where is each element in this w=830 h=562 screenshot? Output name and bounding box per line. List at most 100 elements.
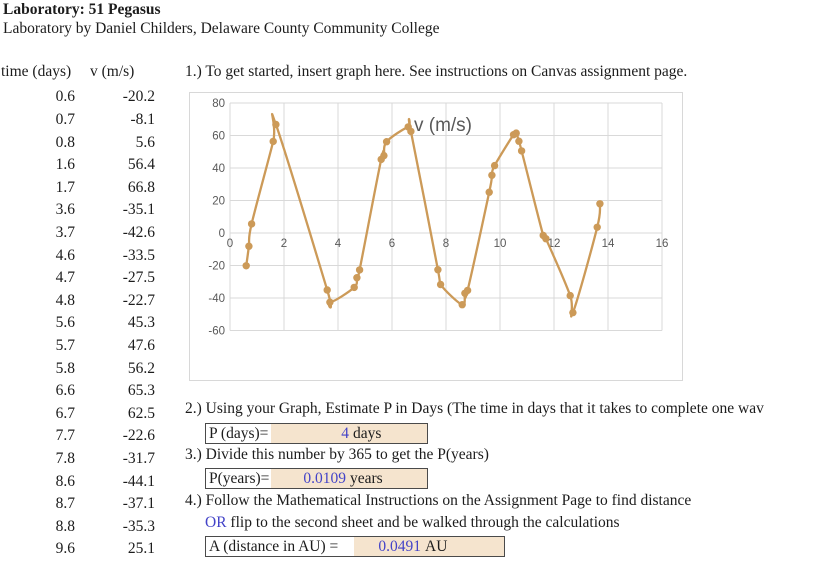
p-days-value: 4 bbox=[341, 424, 349, 442]
chart-data-marker bbox=[269, 137, 277, 146]
p-years-input-area[interactable]: 0.0109 years bbox=[271, 469, 427, 488]
time-cell: 4.8 bbox=[55, 291, 75, 309]
velocity-cell: -8.1 bbox=[130, 110, 155, 128]
p-days-answer-cell[interactable]: P (days)= 4 days bbox=[205, 423, 428, 444]
chart-data-marker bbox=[242, 262, 250, 270]
time-cell: 0.6 bbox=[55, 88, 75, 106]
distance-unit: AU bbox=[425, 537, 448, 555]
chart-data-marker bbox=[272, 120, 280, 129]
velocity-cell: -31.7 bbox=[122, 450, 155, 468]
time-cell: 3.7 bbox=[55, 223, 75, 241]
velocity-cell: -20.2 bbox=[122, 88, 155, 106]
column-header-time: time (days) bbox=[1, 63, 72, 80]
question-2-text: 2.) Using your Graph, Estimate P in Days… bbox=[185, 400, 764, 417]
table-row: 1.6 56.4 bbox=[0, 154, 155, 177]
distance-input-area[interactable]: 0.0491 AU bbox=[354, 537, 504, 556]
time-cell: 5.8 bbox=[55, 359, 75, 377]
velocity-cell: -42.6 bbox=[122, 223, 155, 241]
chart-data-marker bbox=[434, 266, 442, 274]
velocity-cell: 45.3 bbox=[127, 314, 155, 332]
chart-data-marker bbox=[407, 127, 415, 136]
data-table: 0.6 -20.2 0.7 -8.1 0.8 5.6 1.6 56.4 1.7 66.8 3.6 -3… bbox=[0, 86, 155, 561]
velocity-cell: -35.1 bbox=[122, 201, 155, 219]
velocity-cell: 65.3 bbox=[127, 382, 155, 400]
chart-data-marker bbox=[247, 220, 256, 228]
y-axis-tick-label: 80 bbox=[212, 98, 225, 110]
p-years-label: P(years)= bbox=[209, 470, 270, 487]
time-cell: 3.6 bbox=[55, 201, 75, 219]
velocity-cell: 47.6 bbox=[127, 337, 155, 354]
time-cell: 1.7 bbox=[55, 178, 75, 196]
p-days-unit: days bbox=[353, 424, 382, 442]
distance-answer-cell[interactable]: A (distance in AU) = 0.0491 AU bbox=[205, 536, 505, 557]
velocity-cell: 56.2 bbox=[127, 359, 155, 377]
chart-data-marker bbox=[485, 188, 493, 196]
x-axis-tick-label: 16 bbox=[656, 238, 669, 250]
distance-label: A (distance in AU) = bbox=[209, 538, 339, 555]
x-axis-tick-label: 10 bbox=[494, 238, 507, 250]
chart-data-marker bbox=[566, 291, 574, 300]
velocity-cell: 56.4 bbox=[127, 156, 155, 174]
chart-data-marker bbox=[490, 161, 499, 170]
velocity-cell: -33.5 bbox=[122, 246, 155, 264]
chart-data-marker bbox=[353, 274, 361, 282]
y-axis-tick-label: 0 bbox=[219, 228, 225, 240]
table-row: 0.6 -20.2 bbox=[0, 86, 155, 109]
time-cell: 6.6 bbox=[55, 382, 75, 400]
table-row: 8.7 -37.1 bbox=[0, 493, 155, 516]
time-cell: 7.8 bbox=[55, 450, 75, 468]
time-cell: 5.6 bbox=[55, 314, 75, 332]
time-cell: 0.8 bbox=[55, 133, 75, 151]
x-axis-tick-label: 0 bbox=[227, 238, 233, 250]
velocity-cell: -22.7 bbox=[122, 291, 155, 309]
time-cell: 4.6 bbox=[55, 246, 75, 264]
table-row: 9.6 25.1 bbox=[0, 538, 155, 561]
x-axis-tick-label: 2 bbox=[281, 238, 287, 250]
velocity-cell: -35.3 bbox=[122, 517, 155, 535]
time-cell: 4.7 bbox=[55, 269, 75, 287]
table-row: 5.8 56.2 bbox=[0, 357, 155, 380]
table-row: 3.7 -42.6 bbox=[0, 222, 155, 245]
velocity-cell: -27.5 bbox=[122, 269, 155, 287]
question-4-or-line: OR flip to the second sheet and be walke… bbox=[205, 514, 620, 532]
table-row: 4.8 -22.7 bbox=[0, 289, 155, 312]
column-header-velocity: v (m/s) bbox=[90, 63, 135, 80]
question-4-or-rest: flip to the second sheet and be walked t… bbox=[230, 514, 620, 531]
table-row: 7.7 -22.6 bbox=[0, 425, 155, 448]
or-word: OR bbox=[205, 514, 227, 531]
table-row: 5.6 45.3 bbox=[0, 312, 155, 335]
y-axis-tick-label: -20 bbox=[208, 261, 225, 273]
time-cell: 0.7 bbox=[55, 110, 75, 128]
velocity-chart: 0 2 4 6 8 10 12 14 16 80 60 40 20 0 -20 -40 -60 v (m/s) bbox=[189, 92, 683, 381]
chart-data-marker bbox=[245, 242, 253, 250]
chart-data-marker bbox=[436, 280, 445, 289]
chart-data-marker bbox=[326, 298, 334, 306]
table-row: 6.6 65.3 bbox=[0, 380, 155, 403]
y-axis-tick-label: 60 bbox=[212, 131, 225, 143]
chart-data-marker bbox=[569, 308, 577, 317]
question-4-text: 4.) Follow the Mathematical Instructions… bbox=[185, 492, 692, 509]
chart-data-marker bbox=[515, 137, 523, 145]
chart-data-marker bbox=[463, 286, 472, 295]
time-cell: 6.7 bbox=[55, 404, 75, 422]
velocity-cell: 62.5 bbox=[127, 404, 155, 422]
chart-data-marker bbox=[350, 283, 358, 292]
chart-data-marker bbox=[542, 235, 550, 243]
table-row: 3.6 -35.1 bbox=[0, 199, 155, 222]
velocity-cell: 25.1 bbox=[127, 540, 155, 558]
time-cell: 8.6 bbox=[55, 472, 75, 490]
chart-data-marker bbox=[593, 223, 601, 231]
table-row: 8.6 -44.1 bbox=[0, 470, 155, 493]
p-years-value: 0.0109 bbox=[303, 469, 346, 487]
p-days-input-area[interactable]: 4 days bbox=[271, 424, 427, 443]
table-row: 1.7 66.8 bbox=[0, 176, 155, 199]
y-axis-tick-label: 40 bbox=[212, 163, 225, 175]
chart-data-marker bbox=[355, 266, 364, 274]
chart-data-marker bbox=[323, 286, 331, 294]
table-row: 7.8 -31.7 bbox=[0, 448, 155, 471]
p-years-answer-cell[interactable]: P(years)= 0.0109 years bbox=[205, 468, 428, 489]
table-row: 4.7 -27.5 bbox=[0, 267, 155, 290]
table-row: 0.8 5.6 bbox=[0, 131, 155, 154]
time-cell: 5.7 bbox=[55, 337, 75, 354]
